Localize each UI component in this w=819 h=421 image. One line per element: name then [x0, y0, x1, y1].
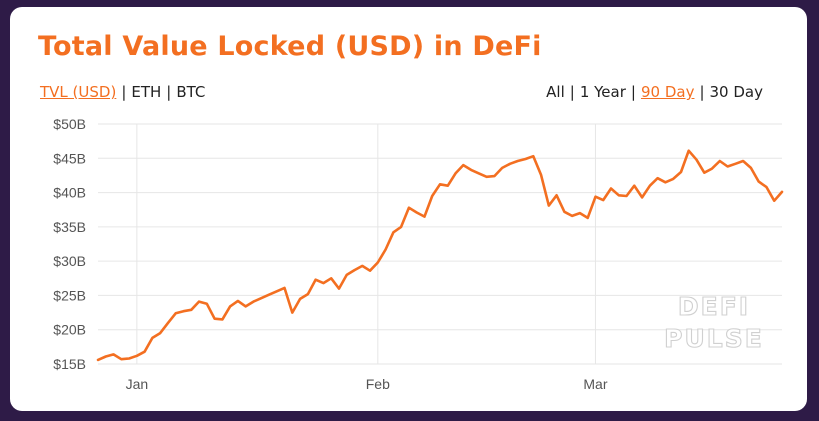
chart-card: Total Value Locked (USD) in DeFi TVL (US… [10, 7, 807, 411]
series-layer [96, 149, 784, 362]
separator: | [121, 83, 127, 101]
x-tick-label: Mar [583, 376, 607, 392]
x-axis: Jan Feb Mar [126, 376, 608, 392]
page-title: Total Value Locked (USD) in DeFi [38, 31, 542, 62]
range-30-day[interactable]: 30 Day [709, 83, 763, 101]
range-90-day[interactable]: 90 Day [640, 83, 695, 101]
y-tick-label: $40B [53, 185, 86, 201]
tvl-line-chart: $15B $20B $25B $30B $35B $40B $45B $50B Jan Feb M… [53, 116, 784, 392]
watermark-line-1: DEFI [678, 292, 750, 321]
separator: | [569, 83, 575, 101]
y-tick-label: $25B [53, 287, 86, 303]
range-toggle-group: All | 1 Year | 90 Day | 30 Day [546, 83, 763, 101]
watermark-logo: DEFI PULSE [664, 291, 764, 353]
separator: | [630, 83, 636, 101]
y-tick-label: $50B [53, 116, 86, 132]
range-all[interactable]: All [546, 83, 565, 101]
watermark-line-2: PULSE [664, 324, 764, 353]
x-tick-label: Feb [366, 376, 390, 392]
separator: | [166, 83, 172, 101]
y-axis: $15B $20B $25B $30B $35B $40B $45B $50B [53, 116, 86, 372]
y-tick-label: $45B [53, 150, 86, 166]
toggle-tvl-usd[interactable]: TVL (USD) [40, 83, 117, 101]
separator: | [699, 83, 705, 101]
series-line-0 [96, 149, 784, 362]
y-tick-label: $20B [53, 322, 86, 338]
y-tick-label: $35B [53, 219, 86, 235]
range-1-year[interactable]: 1 Year [579, 83, 626, 101]
metric-toggle-group: TVL (USD) | ETH | BTC [40, 83, 205, 101]
x-tick-label: Jan [126, 376, 149, 392]
y-tick-label: $30B [53, 253, 86, 269]
y-tick-label: $15B [53, 356, 86, 372]
toggle-eth[interactable]: ETH [131, 83, 162, 101]
toggle-btc[interactable]: BTC [176, 83, 206, 101]
chart-grid [98, 123, 782, 365]
